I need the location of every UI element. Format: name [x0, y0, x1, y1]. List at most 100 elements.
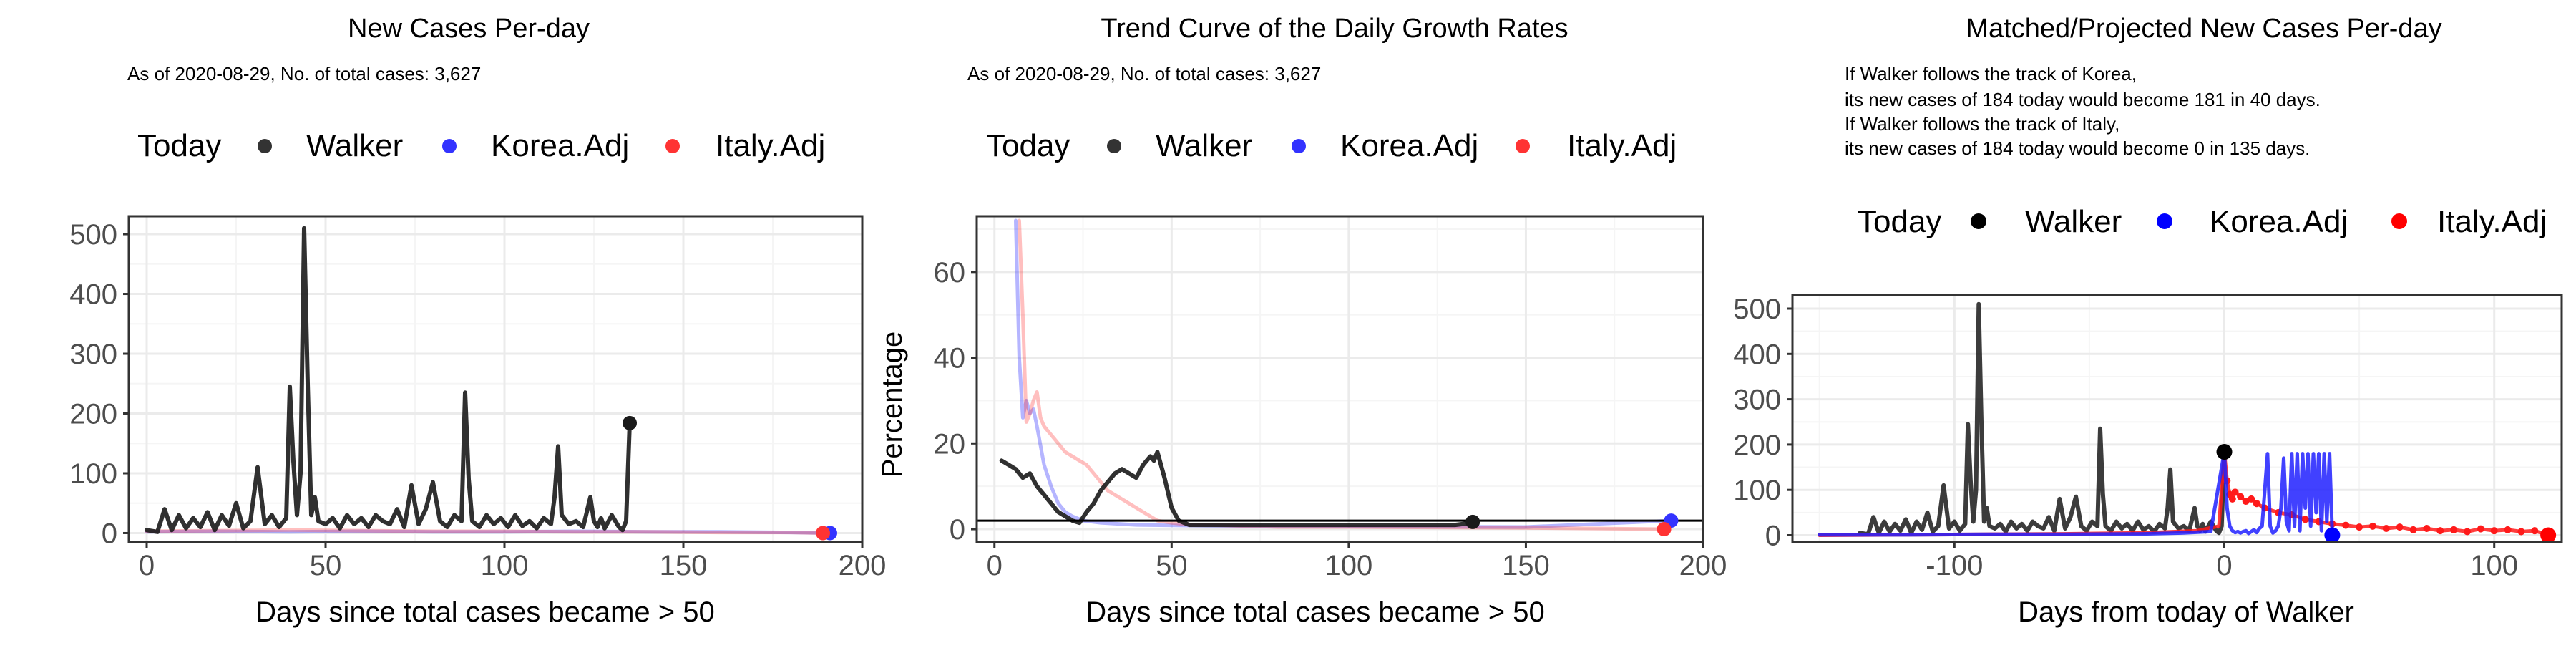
panel-title: New Cases Per-day: [348, 14, 590, 44]
y-tick-label: 20: [934, 428, 966, 460]
series-point-italy-adj: [2231, 488, 2239, 496]
plot-border: [1791, 294, 2563, 543]
x-tick-label: 0: [987, 550, 1002, 581]
note-line: its new cases of 184 today would become …: [1845, 89, 2321, 110]
note-line: If Walker follows the track of Italy,: [1845, 113, 2119, 135]
legend-marker-korea: [442, 139, 457, 153]
series-point-italy-adj: [2490, 527, 2498, 535]
series-point-italy-adj: [2382, 525, 2390, 533]
legend-title: Today: [137, 128, 221, 163]
legend-label-walker: Walker: [2025, 204, 2122, 239]
x-tick-label: 50: [310, 550, 342, 581]
x-tick-label: 150: [1502, 550, 1550, 581]
legend-marker-walker: [258, 139, 272, 153]
y-tick-label: 200: [69, 399, 117, 430]
legend: Today Walker Korea.Adj Italy.Adj: [986, 128, 1677, 163]
series-line-korea-adj: [1818, 450, 2334, 537]
series-point-italy-adj: [2301, 516, 2309, 523]
y-tick-label: 400: [69, 279, 117, 311]
legend-title: Today: [1858, 204, 1941, 239]
note-block: If Walker follows the track of Korea, it…: [1845, 63, 2321, 159]
series-line-korea-adj: [145, 529, 832, 535]
panel-subtitle: As of 2020-08-29, No. of total cases: 3,…: [127, 63, 481, 84]
x-tick-label: 100: [2470, 550, 2518, 581]
x-tick-label: 0: [139, 550, 155, 581]
series-point-italy-adj: [2242, 498, 2250, 506]
series-point-italy-adj: [2368, 522, 2376, 530]
y-tick-label: 300: [69, 339, 117, 370]
legend-label-korea: Korea.Adj: [1340, 128, 1478, 163]
series-point-italy-adj: [2504, 526, 2512, 533]
series-line-walker: [1858, 301, 2227, 537]
series-point-italy-adj: [2450, 526, 2458, 533]
panel-title: Trend Curve of the Daily Growth Rates: [1101, 14, 1568, 44]
today-point-italy-adj: [2540, 527, 2557, 543]
x-tick-label: 0: [2216, 550, 2232, 581]
y-tick-label: 100: [1733, 475, 1781, 506]
x-tick-label: 50: [1156, 550, 1188, 581]
y-tick-label: 0: [102, 518, 117, 549]
y-tick-label: 300: [1733, 385, 1781, 416]
plot-border: [127, 215, 864, 543]
legend: Today Walker Korea.Adj Italy.Adj: [137, 128, 825, 163]
legend: Today Walker Korea.Adj Italy.Adj: [1858, 204, 2547, 239]
legend-marker-korea: [1292, 139, 1306, 153]
y-tick-label: 0: [950, 514, 965, 546]
y-tick-label: 60: [934, 257, 966, 289]
series-point-italy-adj: [2531, 527, 2539, 535]
x-tick-label: 200: [1679, 550, 1727, 581]
series-line-italy-adj: [145, 528, 825, 535]
series-layer: [145, 226, 832, 535]
today-point-italy-adj: [816, 526, 830, 541]
legend-marker-walker: [1107, 139, 1121, 153]
legend-marker-korea: [2157, 213, 2172, 229]
x-tick-label: -100: [1926, 550, 1983, 581]
panel-subtitle: As of 2020-08-29, No. of total cases: 3,…: [967, 63, 1321, 84]
today-point-italy-adj: [1657, 522, 1672, 537]
series-point-italy-adj: [2517, 528, 2525, 536]
x-axis-label: Days since total cases became > 50: [255, 596, 714, 628]
series-point-italy-adj: [2436, 527, 2444, 535]
legend-marker-italy: [2391, 213, 2407, 229]
plot-background: [977, 216, 1703, 542]
today-point-walker: [623, 415, 637, 430]
y-tick-label: 200: [1733, 430, 1781, 461]
legend-marker-walker: [1971, 213, 1986, 229]
legend-label-korea: Korea.Adj: [2210, 204, 2348, 239]
series-point-italy-adj: [2423, 525, 2431, 533]
x-tick-label: 200: [839, 550, 887, 581]
legend-label-italy: Italy.Adj: [2437, 204, 2547, 239]
series-point-italy-adj: [2463, 528, 2471, 536]
x-axis-label: Days from today of Walker: [2018, 596, 2354, 628]
legend-label-walker: Walker: [306, 128, 403, 163]
note-line: If Walker follows the track of Korea,: [1845, 63, 2137, 84]
x-tick-label: 100: [481, 550, 529, 581]
legend-title: Today: [986, 128, 1070, 163]
note-line: its new cases of 184 today would become …: [1845, 137, 2310, 159]
series-point-italy-adj: [2342, 521, 2350, 529]
series-layer: [999, 218, 1673, 531]
x-tick-label: 150: [660, 550, 708, 581]
y-tick-label: 100: [69, 458, 117, 490]
legend-marker-italy: [1516, 139, 1530, 153]
y-tick-label: 40: [934, 343, 966, 374]
today-point-korea-adj: [2324, 527, 2341, 543]
panel-new-cases: New Cases Per-day As of 2020-08-29, No. …: [69, 14, 886, 628]
plot-background: [129, 216, 862, 542]
series-layer: [1818, 301, 2552, 539]
today-point-walker: [1465, 514, 1480, 529]
series-point-italy-adj: [2237, 493, 2245, 500]
series-point-italy-adj: [2396, 523, 2404, 531]
y-axis-label: Percentage: [877, 332, 908, 478]
plot-area: -100 0 100 0 100 200 300 400 500: [1733, 294, 2563, 581]
y-tick-label: 500: [69, 219, 117, 251]
y-tick-label: 0: [1765, 521, 1781, 552]
series-line-walker: [999, 450, 1475, 528]
x-tick-label: 100: [1325, 550, 1373, 581]
x-axis-label: Days since total cases became > 50: [1085, 596, 1544, 628]
series-line-walker: [145, 226, 632, 534]
panel-projected-cases: Matched/Projected New Cases Per-day If W…: [1733, 14, 2563, 628]
series-point-italy-adj: [2253, 500, 2260, 508]
